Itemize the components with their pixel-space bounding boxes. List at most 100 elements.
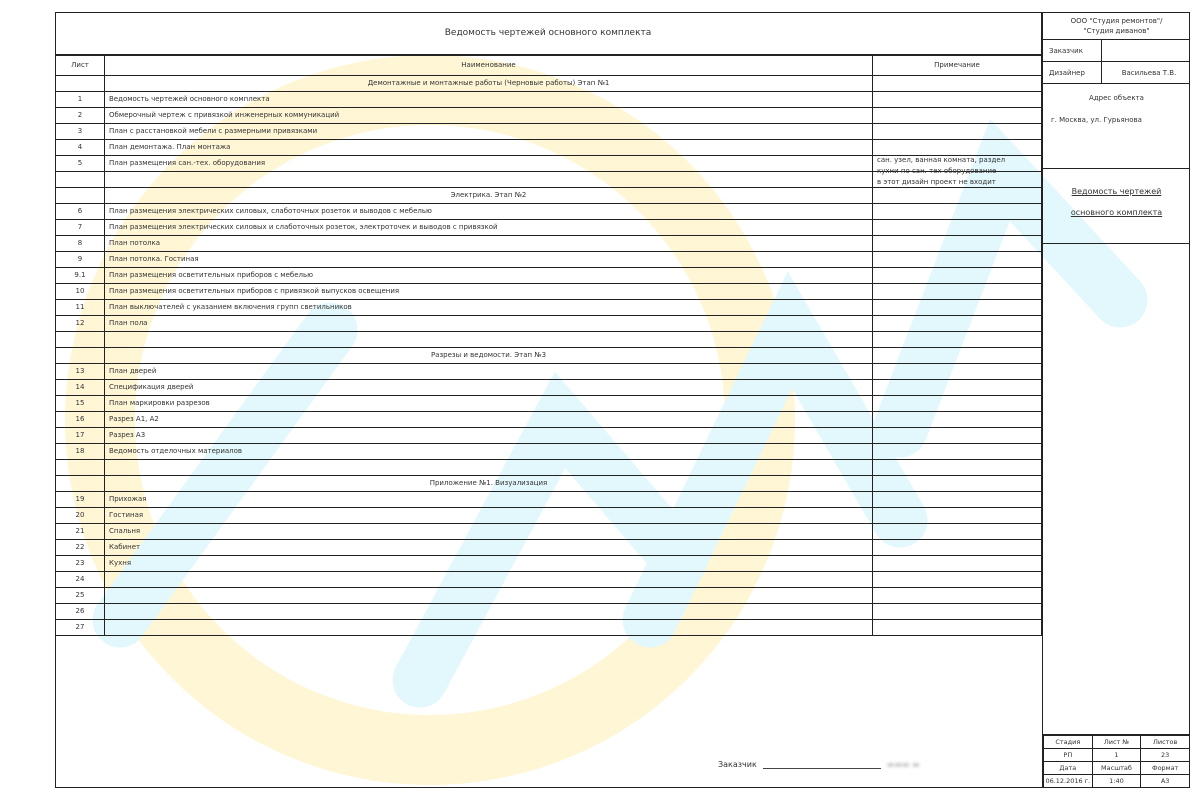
table-row: 20 Гостиная bbox=[55, 507, 1042, 524]
table-row: 23 Кухня bbox=[55, 555, 1042, 572]
drawing-name: Гостиная bbox=[104, 507, 873, 524]
table-row: 21 Спальня bbox=[55, 523, 1042, 540]
header-note: Примечание bbox=[872, 55, 1042, 76]
drawing-name: Разрез А1, А2 bbox=[104, 411, 873, 428]
drawing-name: План размещения электрических силовых, с… bbox=[104, 203, 873, 220]
note-cell bbox=[872, 411, 1042, 428]
client-row: Заказчик bbox=[1043, 40, 1190, 62]
note-cell bbox=[872, 587, 1042, 604]
sheet-number: 15 bbox=[55, 395, 105, 412]
sheet-number bbox=[55, 459, 105, 476]
note-cell bbox=[872, 75, 1042, 92]
client-label: Заказчик bbox=[1043, 40, 1102, 61]
title-block: ООО "Студия ремонтов"/ "Студия диванов" … bbox=[1042, 12, 1190, 788]
client-signature: Заказчик ▬▬▬ ▬ bbox=[718, 760, 920, 769]
note-cell bbox=[872, 331, 1042, 348]
sheet-number: 4 bbox=[55, 139, 105, 156]
table-row: 27 bbox=[55, 619, 1042, 636]
designer-value: Васильева Т.В. bbox=[1121, 68, 1177, 77]
sheet-number: 13 bbox=[55, 363, 105, 380]
note-cell bbox=[872, 555, 1042, 572]
sheet-number: 9 bbox=[55, 251, 105, 268]
drawing-name bbox=[104, 459, 873, 476]
sheet-number: 6 bbox=[55, 203, 105, 220]
sheet-number: 19 bbox=[55, 491, 105, 508]
table-row bbox=[55, 459, 1042, 476]
sheet-title: Ведомость чертежей основного комплекта bbox=[1043, 169, 1190, 244]
table-row: 24 bbox=[55, 571, 1042, 588]
company-line: "Студия диванов" bbox=[1083, 27, 1150, 35]
note-cell bbox=[872, 459, 1042, 476]
sheet-number: 5 bbox=[55, 155, 105, 172]
drawing-name: Кабинет bbox=[104, 539, 873, 556]
note-cell bbox=[872, 443, 1042, 460]
note-cell bbox=[872, 123, 1042, 140]
table-row: 2 Обмерочный чертеж с привязкой инженерны… bbox=[55, 107, 1042, 124]
sheet-number bbox=[55, 475, 105, 492]
drawing-name: План выключателей с указанием включения … bbox=[104, 299, 873, 316]
sheet-number: 20 bbox=[55, 507, 105, 524]
signature-line bbox=[762, 760, 881, 769]
drawing-name bbox=[104, 171, 873, 188]
sheet-number: 21 bbox=[55, 523, 105, 540]
section-title: Приложение №1. Визуализация bbox=[104, 475, 873, 492]
note-cell bbox=[872, 363, 1042, 380]
note-cell bbox=[872, 603, 1042, 620]
sheet-number: 17 bbox=[55, 427, 105, 444]
sheet-number: 1 bbox=[55, 91, 105, 108]
drawing-name: План пола bbox=[104, 315, 873, 332]
table-row: 18 Ведомость отделочных материалов bbox=[55, 443, 1042, 460]
stamp-scale-label: Масштаб bbox=[1091, 761, 1142, 775]
drawing-name: План размещения осветительных приборов с… bbox=[104, 267, 873, 284]
sheet-number: 8 bbox=[55, 235, 105, 252]
header-sheet: Лист bbox=[55, 55, 105, 76]
sheet-number: 12 bbox=[55, 315, 105, 332]
note-cell bbox=[872, 475, 1042, 492]
sheet-title-line: Ведомость чертежей bbox=[1071, 187, 1162, 196]
note-cell bbox=[872, 219, 1042, 236]
stamp-format: А3 bbox=[1140, 774, 1190, 788]
table-row: 10 План размещения осветительных приборов… bbox=[55, 283, 1042, 300]
table-row: 7 План размещения электрических силовых и… bbox=[55, 219, 1042, 236]
drawing-name: План маркировки разрезов bbox=[104, 395, 873, 412]
table-row: 17 Разрез А3 bbox=[55, 427, 1042, 444]
drawing-name: Спецификация дверей bbox=[104, 379, 873, 396]
drawing-name bbox=[104, 571, 873, 588]
note-line: сан. узел, ванная комната, раздел bbox=[877, 156, 1006, 164]
stamp-sheet-label: Лист № bbox=[1091, 735, 1142, 749]
note-cell bbox=[872, 283, 1042, 300]
table-row: 1 Ведомость чертежей основного комплекта bbox=[55, 91, 1042, 108]
stamp-scale: 1:40 bbox=[1091, 774, 1142, 788]
drawing-name: Кухня bbox=[104, 555, 873, 572]
note-cell bbox=[872, 299, 1042, 316]
note-cell bbox=[872, 507, 1042, 524]
sheet-number: 9.1 bbox=[55, 267, 105, 284]
sheet-number: 14 bbox=[55, 379, 105, 396]
stamp-sheets-label: Листов bbox=[1140, 735, 1190, 749]
sheet-number: 22 bbox=[55, 539, 105, 556]
table-row: 25 bbox=[55, 587, 1042, 604]
note-line: кухни по сан. тех оборудование bbox=[877, 167, 997, 175]
note-cell bbox=[872, 139, 1042, 156]
note-cell bbox=[872, 571, 1042, 588]
drawing-name: Ведомость отделочных материалов bbox=[104, 443, 873, 460]
drawing-name: Спальня bbox=[104, 523, 873, 540]
drawings-table: Лист Наименование Примечание Демонтажные… bbox=[55, 55, 1042, 636]
note-line: в этот дизайн проект не входит bbox=[877, 178, 996, 186]
section-title: Электрика. Этап №2 bbox=[104, 187, 873, 204]
note-cell bbox=[872, 187, 1042, 204]
table-row: 16 Разрез А1, А2 bbox=[55, 411, 1042, 428]
note-cell bbox=[872, 379, 1042, 396]
stamp-stage-label: Стадия bbox=[1043, 735, 1093, 749]
header-name: Наименование bbox=[104, 55, 873, 76]
sheet-number: 23 bbox=[55, 555, 105, 572]
note-cell bbox=[872, 91, 1042, 108]
table-row: 8 План потолка bbox=[55, 235, 1042, 252]
sheet-number: 24 bbox=[55, 571, 105, 588]
signature-blurred: ▬▬▬ ▬ bbox=[886, 760, 920, 769]
drawing-name: План дверей bbox=[104, 363, 873, 380]
drawing-name: План размещения сан.-тех. оборудования bbox=[104, 155, 873, 172]
section-row: Демонтажные и монтажные работы (Черновые… bbox=[55, 75, 1042, 92]
note-cell bbox=[872, 523, 1042, 540]
drawing-name: Обмерочный чертеж с привязкой инженерных… bbox=[104, 107, 873, 124]
